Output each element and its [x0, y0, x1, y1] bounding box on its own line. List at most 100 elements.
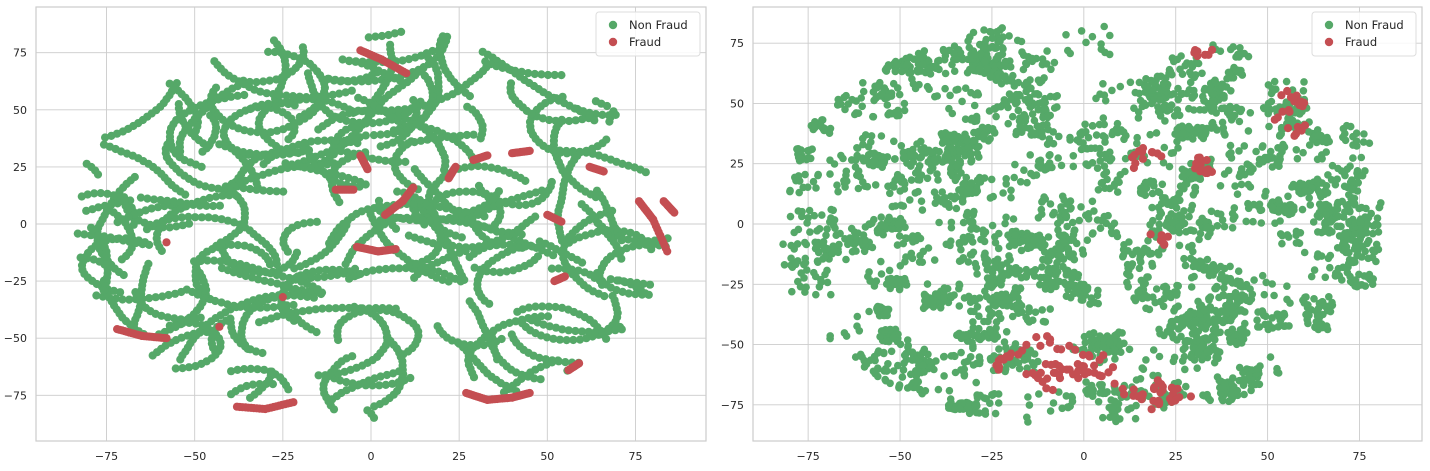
non-fraud-point — [1174, 302, 1182, 311]
non-fraud-point — [893, 111, 901, 120]
non-fraud-point — [888, 202, 897, 211]
non-fraud-point — [903, 60, 912, 69]
non-fraud-point — [826, 170, 834, 178]
non-fraud-point — [473, 341, 482, 350]
non-fraud-point — [918, 206, 927, 214]
non-fraud-point — [1357, 153, 1366, 162]
non-fraud-point — [306, 164, 315, 173]
non-fraud-point — [1010, 173, 1018, 182]
non-fraud-point — [550, 70, 559, 80]
non-fraud-point — [1334, 212, 1343, 221]
non-fraud-point — [233, 91, 242, 100]
non-fraud-point — [571, 326, 580, 336]
non-fraud-point — [1270, 291, 1278, 300]
non-fraud-point — [475, 242, 484, 251]
non-fraud-point — [971, 296, 980, 305]
non-fraud-point — [895, 90, 904, 99]
non-fraud-point — [1246, 109, 1255, 117]
non-fraud-point — [991, 44, 999, 52]
fraud-point — [402, 69, 411, 78]
non-fraud-point — [960, 358, 969, 367]
non-fraud-point — [83, 254, 92, 263]
non-fraud-point — [530, 374, 539, 383]
non-fraud-point — [562, 336, 571, 345]
non-fraud-point — [555, 335, 565, 344]
non-fraud-point — [284, 135, 293, 144]
non-fraud-point — [1282, 77, 1291, 86]
non-fraud-point — [893, 241, 902, 249]
non-fraud-point — [216, 257, 225, 266]
non-fraud-point — [528, 242, 537, 251]
non-fraud-point — [941, 69, 950, 78]
non-fraud-point — [971, 90, 979, 99]
non-fraud-point — [1117, 126, 1125, 134]
non-fraud-point — [793, 145, 801, 153]
non-fraud-point — [275, 91, 284, 100]
non-fraud-point — [1268, 85, 1276, 93]
non-fraud-point — [604, 327, 613, 336]
non-fraud-point — [1309, 218, 1318, 226]
non-fraud-point — [1255, 200, 1264, 209]
non-fraud-point — [285, 273, 294, 283]
non-fraud-point — [1276, 152, 1284, 160]
non-fraud-point — [1121, 154, 1130, 163]
non-fraud-point — [170, 314, 179, 323]
non-fraud-point — [1108, 86, 1116, 95]
non-fraud-point — [1314, 131, 1323, 140]
non-fraud-point — [543, 312, 553, 321]
non-fraud-point — [151, 293, 160, 302]
non-fraud-point — [107, 131, 116, 140]
non-fraud-point — [318, 304, 327, 313]
non-fraud-point — [1296, 229, 1305, 237]
non-fraud-point — [991, 238, 1000, 247]
non-fraud-point — [80, 230, 89, 239]
non-fraud-point — [1013, 305, 1021, 314]
non-fraud-point — [287, 160, 296, 169]
non-fraud-point — [365, 304, 374, 313]
non-fraud-point — [959, 218, 968, 227]
non-fraud-point — [265, 186, 274, 196]
non-fraud-point — [165, 79, 174, 88]
non-fraud-point — [1050, 208, 1058, 217]
non-fraud-point — [171, 364, 180, 373]
non-fraud-point — [153, 203, 163, 212]
non-fraud-point — [1254, 323, 1262, 331]
non-fraud-point — [323, 74, 332, 83]
non-fraud-point — [499, 240, 508, 249]
non-fraud-point — [259, 128, 268, 137]
non-fraud-point — [393, 187, 402, 196]
non-fraud-point — [981, 57, 989, 66]
non-fraud-point — [1236, 107, 1245, 116]
non-fraud-point — [930, 256, 939, 264]
non-fraud-point — [1278, 231, 1287, 240]
non-fraud-point — [1167, 225, 1176, 234]
non-fraud-point — [893, 84, 902, 92]
non-fraud-point — [400, 105, 409, 114]
non-fraud-point — [1374, 228, 1383, 236]
non-fraud-point — [602, 334, 611, 343]
non-fraud-point — [1124, 270, 1132, 279]
non-fraud-point — [1274, 196, 1283, 204]
non-fraud-point — [1159, 283, 1168, 291]
non-fraud-point — [994, 399, 1003, 407]
non-fraud-point — [382, 370, 391, 380]
non-fraud-point — [908, 254, 917, 263]
non-fraud-point — [245, 149, 254, 158]
non-fraud-point — [1300, 78, 1308, 86]
non-fraud-point — [107, 200, 116, 209]
non-fraud-point — [1093, 291, 1102, 300]
non-fraud-point — [324, 304, 334, 313]
non-fraud-point — [106, 233, 115, 242]
non-fraud-point — [931, 92, 939, 101]
non-fraud-point — [491, 226, 500, 235]
non-fraud-point — [468, 187, 477, 196]
non-fraud-point — [144, 259, 153, 268]
non-fraud-point — [1133, 139, 1141, 148]
non-fraud-point — [1304, 301, 1312, 309]
non-fraud-point — [798, 155, 806, 164]
non-fraud-point — [972, 128, 981, 137]
non-fraud-point — [223, 216, 232, 225]
non-fraud-point — [842, 255, 850, 264]
non-fraud-point — [385, 304, 394, 313]
